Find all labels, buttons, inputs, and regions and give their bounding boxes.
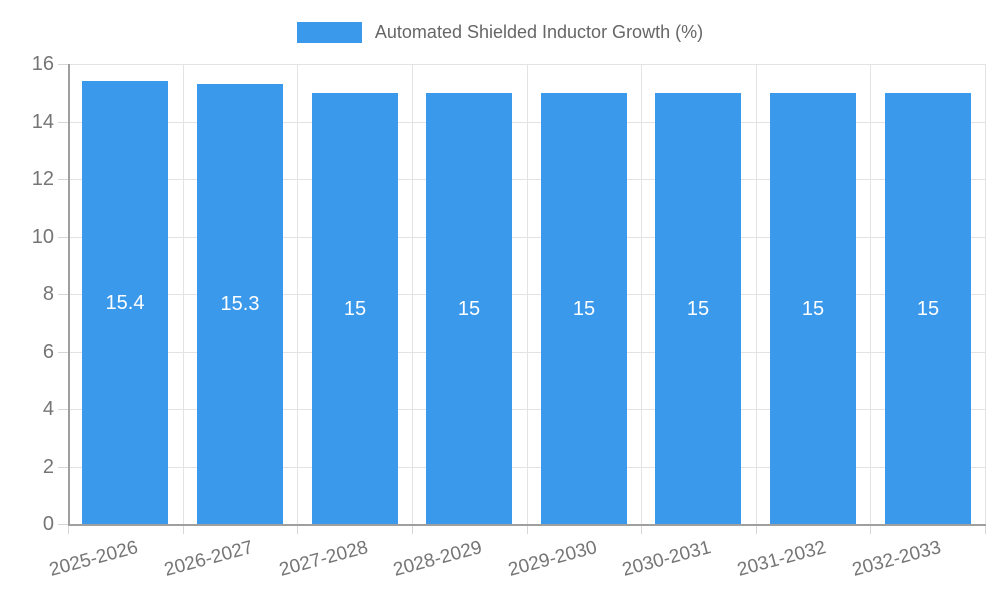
x-tick [756,524,757,534]
bar [82,81,168,524]
bar-value-label: 15 [457,298,481,320]
y-tick-label: 2 [42,456,54,478]
y-tick-label: 10 [31,226,54,248]
y-tick-label: 8 [42,283,54,305]
y-tick-label: 14 [31,111,54,133]
bar-value-label: 15.3 [220,293,260,315]
bar [312,93,398,524]
bar-value-label: 15 [343,298,367,320]
bar [426,93,512,524]
bar [885,93,971,524]
x-gridline [985,64,986,524]
y-tick [58,524,68,525]
x-gridline [527,64,528,524]
y-gridline [68,179,985,180]
x-tick-label: 2026-2027 [162,537,256,581]
x-tick [68,524,69,534]
x-gridline [183,64,184,524]
x-tick-label: 2028-2029 [391,537,485,581]
y-tick-label: 12 [31,168,54,190]
bar [770,93,856,524]
x-gridline [870,64,871,524]
x-tick-label: 2027-2028 [277,537,371,581]
y-tick [58,409,68,410]
x-axis-line [68,524,986,526]
y-tick [58,122,68,123]
x-tick-label: 2032-2033 [850,537,944,581]
y-tick-label: 6 [42,341,54,363]
y-gridline [68,122,985,123]
x-tick-label: 2031-2032 [735,537,829,581]
x-tick [183,524,184,534]
bar-value-label: 15 [801,298,825,320]
y-tick-label: 0 [42,513,54,535]
bar [655,93,741,524]
bar-value-label: 15.4 [105,292,145,314]
x-tick-label: 2030-2031 [620,537,714,581]
x-gridline [297,64,298,524]
y-tick [58,352,68,353]
y-tick [58,237,68,238]
x-tick [870,524,871,534]
x-tick-label: 2025-2026 [47,537,141,581]
y-tick-label: 4 [42,398,54,420]
y-tick [58,179,68,180]
x-tick-label: 2029-2030 [506,537,600,581]
x-tick [527,524,528,534]
y-tick [58,64,68,65]
bar [541,93,627,524]
bar-value-label: 15 [572,298,596,320]
y-tick [58,294,68,295]
y-axis-line [68,64,70,524]
y-gridline [68,467,985,468]
bar-value-label: 15 [686,298,710,320]
bar-value-label: 15 [916,298,940,320]
y-gridline [68,409,985,410]
y-tick-label: 16 [31,53,54,75]
y-gridline [68,294,985,295]
x-gridline [412,64,413,524]
bar [197,84,283,524]
x-gridline [641,64,642,524]
y-gridline [68,352,985,353]
x-tick [641,524,642,534]
y-tick [58,467,68,468]
y-gridline [68,237,985,238]
x-tick [412,524,413,534]
x-gridline [756,64,757,524]
x-tick [297,524,298,534]
x-tick [985,524,986,534]
y-gridline [68,64,985,65]
